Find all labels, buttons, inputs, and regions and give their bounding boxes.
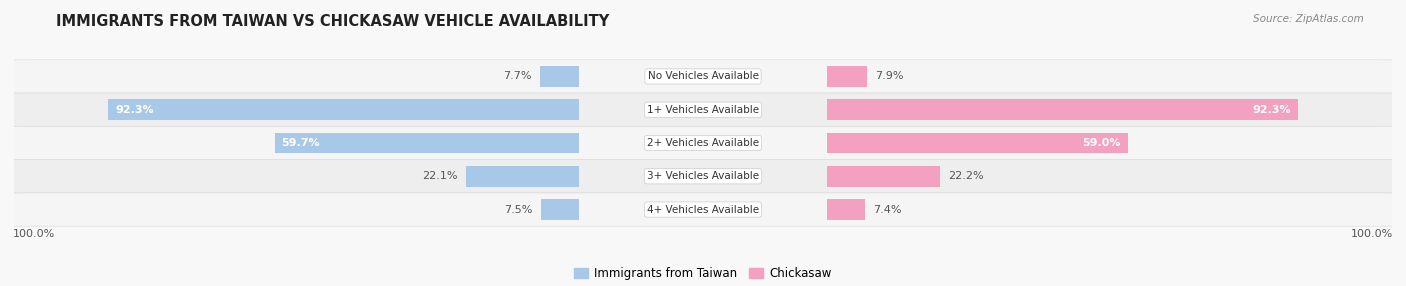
Text: 22.2%: 22.2% (949, 171, 984, 181)
Text: 7.4%: 7.4% (873, 204, 901, 214)
Text: 7.9%: 7.9% (876, 72, 904, 82)
Text: 2+ Vehicles Available: 2+ Vehicles Available (647, 138, 759, 148)
Bar (827, 199, 865, 220)
Bar (541, 199, 579, 220)
Text: 7.5%: 7.5% (505, 204, 533, 214)
Bar (827, 166, 941, 186)
Text: 22.1%: 22.1% (423, 171, 458, 181)
Text: 59.0%: 59.0% (1083, 138, 1121, 148)
Text: IMMIGRANTS FROM TAIWAN VS CHICKASAW VEHICLE AVAILABILITY: IMMIGRANTS FROM TAIWAN VS CHICKASAW VEHI… (56, 14, 609, 29)
Bar (274, 133, 579, 153)
Text: 7.7%: 7.7% (503, 72, 531, 82)
Text: Source: ZipAtlas.com: Source: ZipAtlas.com (1253, 14, 1364, 24)
FancyBboxPatch shape (3, 126, 1403, 160)
FancyBboxPatch shape (3, 193, 1403, 226)
Legend: Immigrants from Taiwan, Chickasaw: Immigrants from Taiwan, Chickasaw (574, 267, 832, 280)
Text: 100.0%: 100.0% (13, 229, 55, 239)
Text: 100.0%: 100.0% (1351, 229, 1393, 239)
FancyBboxPatch shape (3, 93, 1403, 126)
Text: 3+ Vehicles Available: 3+ Vehicles Available (647, 171, 759, 181)
FancyBboxPatch shape (3, 160, 1403, 193)
Bar (827, 133, 1128, 153)
Bar (108, 100, 579, 120)
Text: 92.3%: 92.3% (115, 105, 153, 115)
Text: 1+ Vehicles Available: 1+ Vehicles Available (647, 105, 759, 115)
Text: 92.3%: 92.3% (1253, 105, 1291, 115)
Text: No Vehicles Available: No Vehicles Available (648, 72, 758, 82)
Text: 59.7%: 59.7% (281, 138, 321, 148)
Text: 4+ Vehicles Available: 4+ Vehicles Available (647, 204, 759, 214)
FancyBboxPatch shape (3, 60, 1403, 93)
Bar (827, 66, 868, 87)
Bar (540, 66, 579, 87)
Bar (467, 166, 579, 186)
Bar (827, 100, 1298, 120)
